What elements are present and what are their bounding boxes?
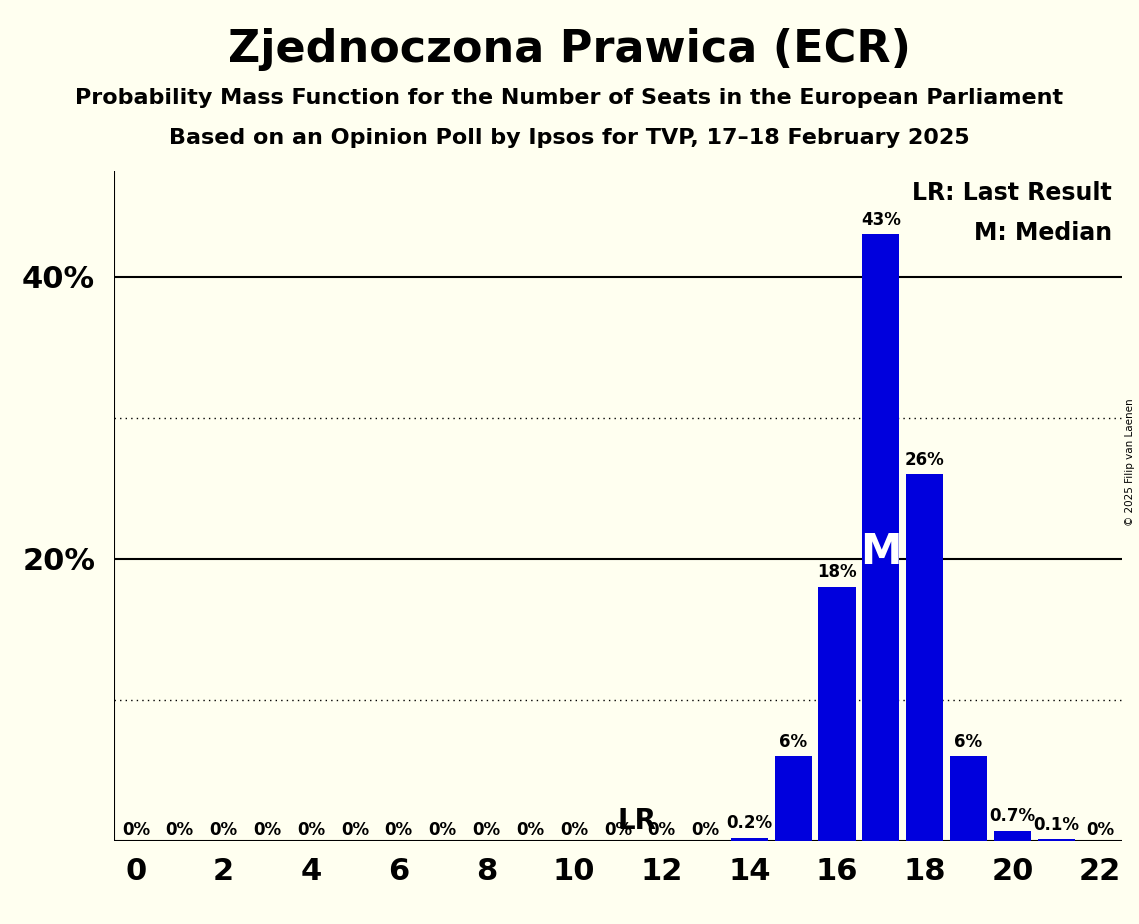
Text: Based on an Opinion Poll by Ipsos for TVP, 17–18 February 2025: Based on an Opinion Poll by Ipsos for TV… <box>170 128 969 148</box>
Bar <box>775 756 812 841</box>
Bar <box>950 756 988 841</box>
Text: 0%: 0% <box>560 821 588 839</box>
Text: 0%: 0% <box>165 821 194 839</box>
Text: 6%: 6% <box>954 733 983 750</box>
Text: LR: Last Result: LR: Last Result <box>912 181 1112 205</box>
Text: 0%: 0% <box>1085 821 1114 839</box>
Bar <box>993 831 1031 841</box>
Text: 0.2%: 0.2% <box>727 814 772 833</box>
Text: M: M <box>860 530 902 573</box>
Text: 43%: 43% <box>861 211 901 229</box>
Text: 26%: 26% <box>904 451 944 468</box>
Text: Probability Mass Function for the Number of Seats in the European Parliament: Probability Mass Function for the Number… <box>75 88 1064 108</box>
Text: 6%: 6% <box>779 733 808 750</box>
Text: LR: LR <box>617 808 657 835</box>
Text: 0%: 0% <box>648 821 675 839</box>
Text: 0%: 0% <box>516 821 544 839</box>
Bar <box>1038 839 1075 841</box>
Text: 0.7%: 0.7% <box>990 808 1035 825</box>
Text: 0%: 0% <box>691 821 720 839</box>
Bar <box>819 587 855 841</box>
Text: M: Median: M: Median <box>974 221 1112 245</box>
Text: 0%: 0% <box>341 821 369 839</box>
Text: 0%: 0% <box>604 821 632 839</box>
Text: 18%: 18% <box>817 564 857 581</box>
Text: © 2025 Filip van Laenen: © 2025 Filip van Laenen <box>1125 398 1134 526</box>
Text: Zjednoczona Prawica (ECR): Zjednoczona Prawica (ECR) <box>228 28 911 71</box>
Text: 0%: 0% <box>122 821 150 839</box>
Text: 0%: 0% <box>428 821 457 839</box>
Text: 0%: 0% <box>253 821 281 839</box>
Text: 0.1%: 0.1% <box>1033 816 1079 833</box>
Bar <box>862 235 900 841</box>
Bar <box>731 838 768 841</box>
Text: 0%: 0% <box>297 821 325 839</box>
Bar <box>906 474 943 841</box>
Text: 0%: 0% <box>473 821 500 839</box>
Text: 0%: 0% <box>210 821 238 839</box>
Text: 0%: 0% <box>385 821 412 839</box>
